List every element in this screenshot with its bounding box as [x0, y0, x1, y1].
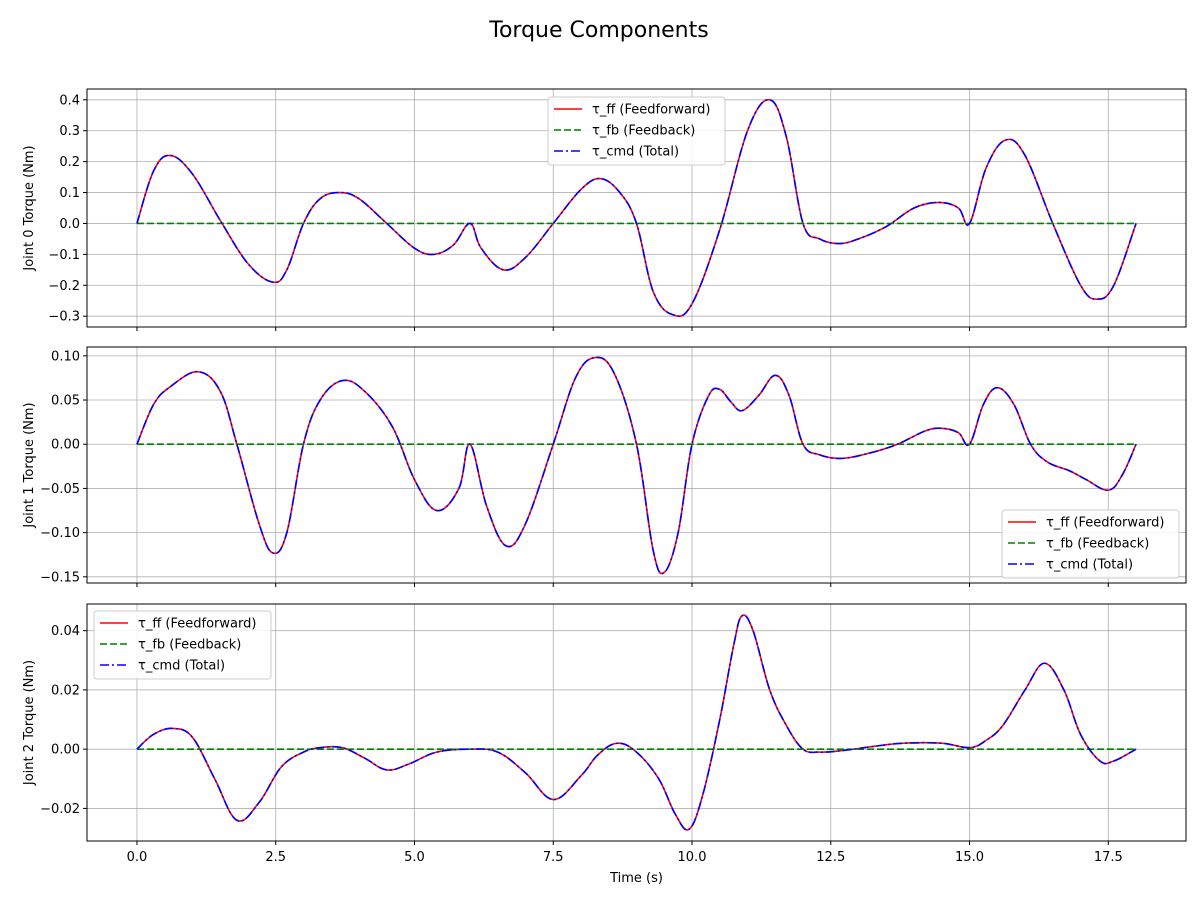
- legend-label-fb: τ_fb (Feedback): [592, 124, 695, 139]
- legend: τ_ff (Feedforward) τ_fb (Feedback) τ_cmd (…: [1001, 509, 1180, 579]
- y-axis-label: Joint 0 Torque (Nm): [22, 145, 37, 271]
- legend-box: [547, 96, 726, 166]
- y-tick-label: 0.04: [51, 624, 80, 639]
- x-tick-label: 7.5: [543, 850, 564, 865]
- legend-label-ff: τ_ff (Feedforward): [592, 103, 710, 118]
- x-tick-label: 2.5: [265, 850, 286, 865]
- y-tick-label: 0.1: [59, 186, 80, 201]
- y-tick-label: −0.05: [40, 482, 80, 497]
- y-tick-label: 0.00: [51, 438, 80, 453]
- subplot-joint-2: −0.02 0.00 0.02 0.04 0.0 2.5 5.0 7.5 10.0 12.5 15.…: [22, 603, 1187, 886]
- subplot-joint-1: −0.15 −0.10 −0.05 0.00 0.05 0.10 Joint 1 Torqu…: [22, 346, 1187, 587]
- y-axis-label: Joint 2 Torque (Nm): [22, 660, 37, 786]
- y-tick-label: −0.2: [48, 279, 80, 294]
- x-tick-label: 15.0: [955, 850, 984, 865]
- y-tick-label: 0.2: [59, 155, 80, 170]
- y-tick-label: −0.3: [48, 310, 80, 325]
- y-tick-label: 0.3: [59, 124, 80, 139]
- x-tick-label: 12.5: [816, 850, 845, 865]
- y-tick-label: 0.05: [51, 394, 80, 409]
- y-axis-label: Joint 1 Torque (Nm): [22, 402, 37, 528]
- series-line-ff: [136, 356, 1137, 575]
- series-line-cmd: [136, 356, 1137, 575]
- y-tick-label: 0.0: [59, 217, 80, 232]
- legend-label-ff: τ_ff (Feedforward): [1046, 516, 1164, 531]
- legend-box: [1001, 509, 1180, 579]
- x-tick-label: 0.0: [127, 850, 148, 865]
- y-tick-label: −0.02: [40, 802, 80, 817]
- axes-frame: [86, 346, 1187, 584]
- x-tick-label: 10.0: [678, 850, 707, 865]
- legend-label-cmd: τ_cmd (Total): [1046, 558, 1133, 573]
- y-tick-label: −0.10: [40, 526, 80, 541]
- y-tick-label: 0.02: [51, 683, 80, 698]
- x-tick-label: 17.5: [1094, 850, 1123, 865]
- series-line-cmd: [136, 614, 1137, 831]
- x-tick-label: 5.0: [404, 850, 425, 865]
- subplot-panels: −0.3 −0.2 −0.1 0.0 0.1 0.2 0.3 0.4 Joint 0 Torqu…: [22, 88, 1187, 886]
- y-tick-label: 0.10: [51, 349, 80, 364]
- legend-box: [93, 610, 272, 680]
- series-lines: [136, 614, 1137, 831]
- series-line-cmd: [136, 99, 1137, 318]
- x-axis-label: Time (s): [609, 871, 663, 886]
- legend: τ_ff (Feedforward) τ_fb (Feedback) τ_cmd (…: [93, 610, 272, 680]
- y-tick-label: 0.4: [59, 93, 80, 108]
- legend-label-fb: τ_fb (Feedback): [138, 638, 241, 653]
- y-tick-label: −0.1: [48, 248, 80, 263]
- legend-label-cmd: τ_cmd (Total): [138, 659, 225, 674]
- series-line-ff: [136, 614, 1137, 831]
- axes-frame: [86, 603, 1187, 842]
- legend-label-ff: τ_ff (Feedforward): [138, 617, 256, 632]
- figure-title: Torque Components: [488, 18, 708, 43]
- axes-frame: [86, 88, 1187, 328]
- legend: τ_ff (Feedforward) τ_fb (Feedback) τ_cmd (…: [547, 96, 726, 166]
- series-lines: [136, 356, 1137, 575]
- series-lines: [136, 99, 1137, 318]
- y-tick-label: −0.15: [40, 570, 80, 585]
- legend-label-cmd: τ_cmd (Total): [592, 145, 679, 160]
- subplot-joint-0: −0.3 −0.2 −0.1 0.0 0.1 0.2 0.3 0.4 Joint 0 Torqu…: [22, 88, 1187, 331]
- y-tick-label: 0.00: [51, 743, 80, 758]
- legend-label-fb: τ_fb (Feedback): [1046, 537, 1149, 552]
